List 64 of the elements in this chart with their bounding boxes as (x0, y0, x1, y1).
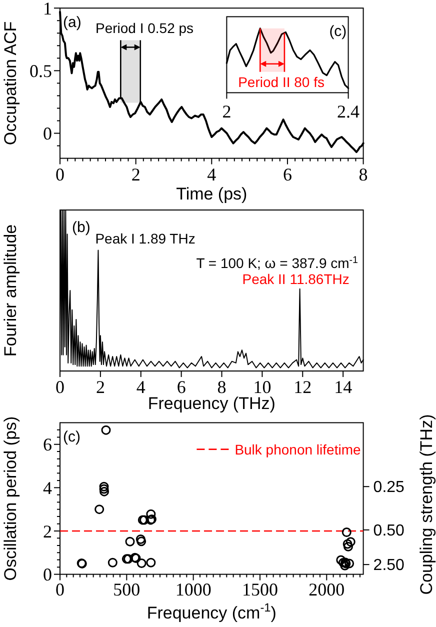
x-tick-label: 2.4 (337, 102, 360, 122)
point (343, 542, 353, 552)
x-tick-label: 500 (113, 579, 140, 600)
point (136, 536, 146, 546)
x-tick-label: 2 (96, 377, 105, 397)
y-axis-title: Occupation ACF (1, 21, 20, 146)
legend-label: Bulk phonon lifetime (234, 441, 361, 458)
x-tick-label: 1500 (242, 579, 278, 600)
point (99, 484, 109, 494)
x-axis-title: Time (ps) (176, 184, 248, 204)
y-tick-label: 0.5 (30, 60, 52, 81)
point (100, 486, 110, 496)
x-tick-label: 10 (253, 377, 272, 397)
y2-axis-title: Coupling strength (THz) (417, 414, 436, 595)
point (346, 537, 356, 547)
point (342, 539, 352, 549)
x-tick-label: 2000 (308, 579, 345, 600)
point (125, 536, 135, 546)
x-tick-label: 8 (217, 377, 226, 397)
category-label: 2.50 (373, 557, 404, 574)
x-tick-label: 0 (56, 579, 64, 600)
point (108, 558, 118, 568)
x-tick-label: 12 (294, 377, 312, 397)
annotation: Peak I 1.89 THz (95, 230, 196, 246)
x-tick-label: 2 (131, 164, 140, 184)
point (136, 534, 146, 544)
x-tick-label: 1000 (175, 579, 212, 600)
band-label: Period II 80 fs (238, 74, 324, 90)
x-tick-label: 0 (56, 164, 64, 184)
point (136, 558, 146, 568)
x-tick-label: 0 (56, 377, 64, 397)
x-tick-label: 14 (334, 377, 352, 397)
annotation: (c) (329, 23, 347, 40)
band-label: Period I 0.52 ps (95, 20, 194, 36)
y-tick-label: 2 (43, 521, 52, 542)
point (99, 482, 109, 492)
y-tick-label: 1 (43, 0, 52, 18)
point (344, 558, 354, 568)
x-tick-label: 4 (136, 377, 146, 397)
x-tick-label: 4 (207, 164, 216, 184)
annotation: T = 100 K; ω = 387.9 cm$^{-1}$ (196, 254, 358, 271)
y-axis-title: Oscillation period (ps) (1, 416, 20, 581)
y-tick-label: 0 (43, 124, 52, 144)
x-axis-title: Frequency (THz) (148, 394, 276, 413)
point (342, 528, 352, 538)
point (101, 425, 111, 435)
annotation: Peak II 11.86THz (242, 270, 350, 287)
y-tick-label: 0 (43, 564, 52, 585)
y-tick-label: 4 (43, 478, 52, 498)
point (146, 509, 156, 519)
y-axis-title: Fourier amplitude (1, 224, 20, 357)
x-tick-label: 8 (358, 164, 368, 184)
x-tick-label: 6 (282, 164, 292, 184)
annotation: (c) (63, 428, 80, 446)
annotation: (b) (72, 219, 90, 236)
category-label: 0.50 (373, 522, 404, 540)
x-axis-title: Frequency (cm$^{-1}$) (146, 600, 276, 622)
point (336, 555, 346, 565)
category-label: 0.25 (373, 479, 404, 496)
annotation: (a) (63, 14, 82, 32)
point (94, 504, 104, 514)
x-tick-label: 6 (176, 377, 186, 397)
y-tick-label: 6 (43, 434, 52, 455)
point (146, 558, 156, 568)
